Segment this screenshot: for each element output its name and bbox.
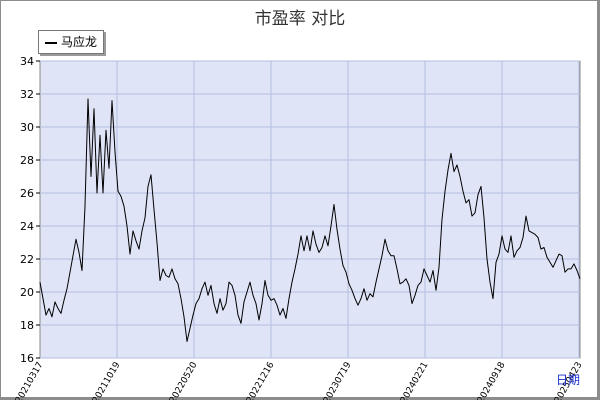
x-tick-label: 20240221: [399, 361, 431, 400]
legend-label: 马应龙: [61, 35, 98, 49]
x-tick-label: 20240918: [476, 360, 508, 400]
series-group: [39, 98, 581, 342]
legend: 马应龙: [38, 30, 105, 54]
x-tick-label: 20220520: [168, 360, 200, 400]
x-tick-label: 20230719: [322, 360, 354, 400]
series-line: [39, 98, 581, 342]
plot-area: [39, 60, 581, 359]
y-tick-label: 22: [20, 253, 34, 266]
x-tick-label: 20210317: [14, 361, 46, 400]
chart-title: 市盈率 对比: [254, 9, 346, 29]
y-tick-label: 24: [20, 220, 34, 233]
legend-swatch: [45, 41, 57, 44]
grid-lines: [40, 60, 580, 359]
y-tick-label: 20: [20, 286, 34, 299]
y-axis-ticks: 16 18 20 22 24 26 28 30 32 34: [20, 55, 40, 365]
x-tick-label: 20211019: [91, 360, 123, 400]
x-axis-ticks: 20210317 20211019 20220520 20221216 20230719…: [14, 360, 585, 400]
y-tick-label: 34: [20, 55, 34, 68]
y-tick-label: 16: [20, 352, 34, 365]
x-tick-label: 20221216: [245, 360, 277, 400]
y-tick-label: 32: [20, 88, 34, 101]
y-tick-label: 28: [20, 154, 34, 167]
x-axis-unit-label: 日期: [556, 373, 581, 387]
y-tick-label: 26: [20, 187, 34, 200]
y-tick-label: 18: [20, 319, 34, 332]
y-tick-label: 30: [20, 121, 34, 134]
